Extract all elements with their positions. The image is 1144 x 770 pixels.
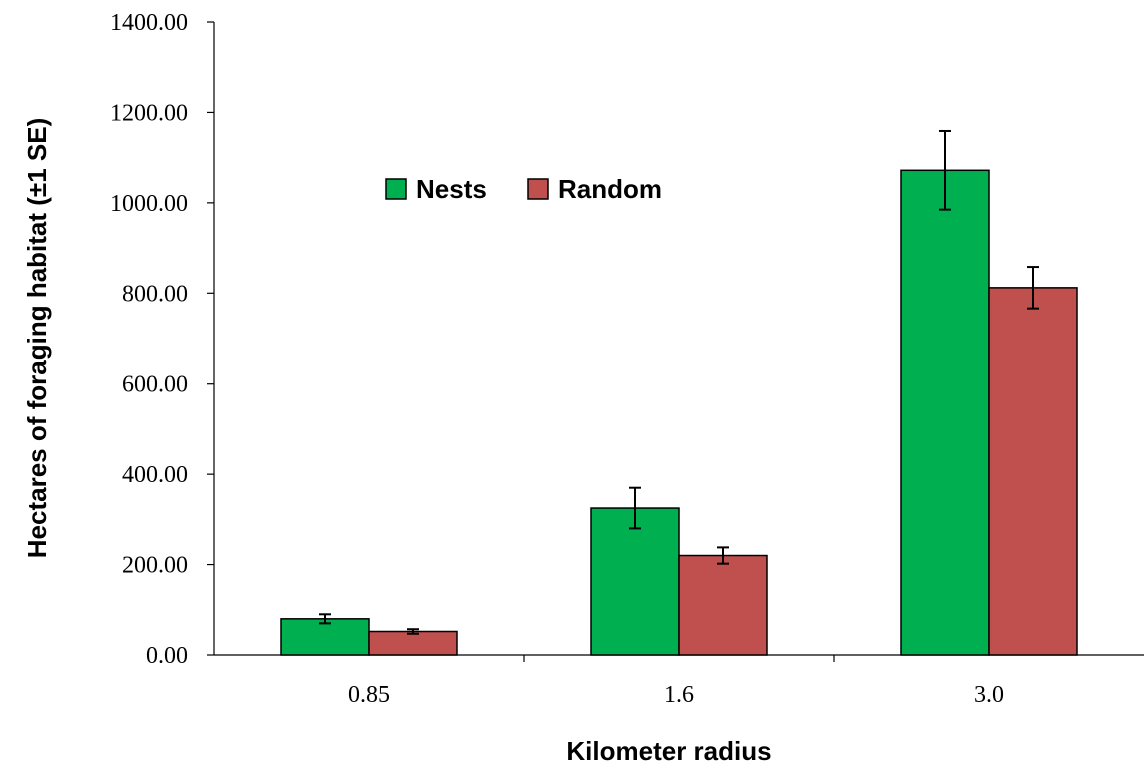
y-tick-label: 1400.00 [110, 10, 188, 36]
y-axis-title: Hectares of foraging habitat (±1 SE) [22, 118, 52, 558]
bar-nests-1 [590, 507, 680, 656]
y-tick-label: 400.00 [122, 462, 188, 488]
y-axis: 0.00 200.00 400.00 600.00 800.00 1000.00 1200.… [110, 10, 215, 669]
error-bars [319, 129, 1039, 635]
y-tick-label: 800.00 [122, 281, 188, 307]
bar-nests-0 [280, 618, 370, 656]
bar-random-2 [988, 287, 1078, 656]
x-tick-label: 1.6 [664, 682, 694, 708]
legend: Nests Random [385, 174, 662, 204]
x-tick-label: 0.85 [348, 682, 390, 708]
bar-random-1 [678, 554, 768, 656]
bars [280, 169, 1078, 656]
x-axis-title: Kilometer radius [566, 736, 771, 766]
bar-random-0 [368, 630, 458, 656]
x-tick-label: 3.0 [974, 682, 1004, 708]
legend-label-random: Random [558, 174, 662, 204]
y-tick-label: 600.00 [122, 372, 188, 398]
y-tick-label: 200.00 [122, 553, 188, 579]
legend-swatch-random [527, 178, 549, 200]
y-tick-label: 0.00 [146, 643, 188, 669]
x-axis: 0.85 1.6 3.0 [214, 654, 1144, 708]
legend-label-nests: Nests [416, 174, 487, 204]
y-tick-label: 1200.00 [110, 100, 188, 126]
legend-swatch-nests [385, 178, 407, 200]
bar-nests-2 [900, 169, 990, 656]
y-tick-label: 1000.00 [110, 191, 188, 217]
